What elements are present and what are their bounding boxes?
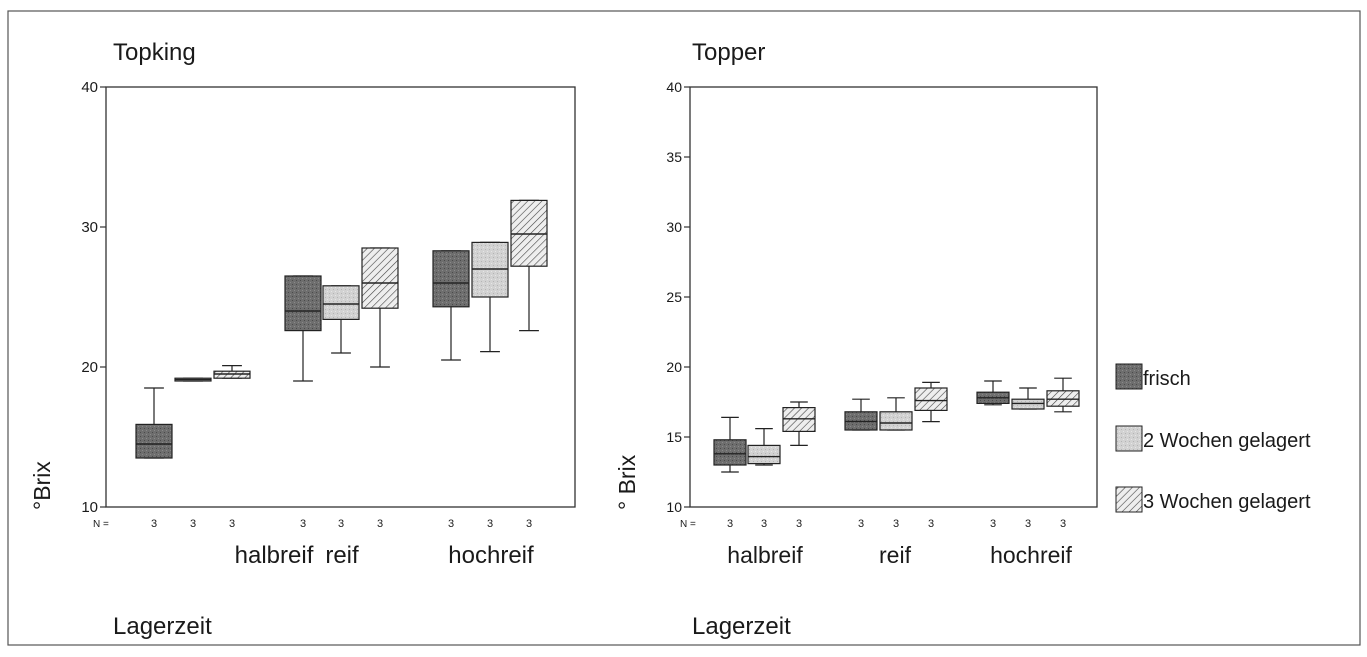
box-3-wochen <box>510 199 548 332</box>
box-3-wochen <box>213 365 251 379</box>
legend-label-frisch: frisch <box>1143 368 1191 390</box>
n-count-label: 3 <box>377 518 383 530</box>
box-iqr <box>213 370 251 379</box>
y-tick-label: 20 <box>666 359 682 375</box>
y-tick-label: 15 <box>666 429 682 445</box>
y-tick-label: 30 <box>666 219 682 235</box>
x-category-label: halbreif <box>727 542 803 568</box>
chart-title-topking: Topking <box>113 39 196 66</box>
n-count-label: 3 <box>1025 518 1031 530</box>
n-count-label: 3 <box>893 518 899 530</box>
y-axis-label-topking: °Brix <box>29 461 55 510</box>
x-category-label: reif <box>325 542 359 569</box>
box-frisch <box>135 387 173 459</box>
box-iqr <box>713 439 747 466</box>
x-category-label: halbreif <box>235 542 314 569</box>
y-tick-label: 20 <box>81 359 98 376</box>
box-3-wochen <box>782 401 816 446</box>
n-count-label: 3 <box>928 518 934 530</box>
x-category-label: hochreif <box>448 542 534 569</box>
legend-swatch-3-wochen <box>1115 486 1143 513</box>
n-label-topper: N = <box>680 519 696 530</box>
y-tick-label: 40 <box>666 79 682 95</box>
n-count-label: 3 <box>727 518 733 530</box>
n-count-label: 3 <box>526 518 532 530</box>
n-count-label: 3 <box>1060 518 1066 530</box>
y-tick-label: 35 <box>666 149 682 165</box>
n-count-label: 3 <box>761 518 767 530</box>
n-count-label: 3 <box>796 518 802 530</box>
box-iqr <box>322 285 360 320</box>
box-2-wochen <box>471 241 509 353</box>
box-2-wochen <box>322 285 360 354</box>
legend: frisch 2 Wochen gelagert 3 Wochen gelage… <box>1115 363 1311 513</box>
x-axis-label-topper: Lagerzeit <box>692 613 791 640</box>
box-iqr <box>135 423 173 459</box>
legend-label-2-wochen: 2 Wochen gelagert <box>1143 430 1311 452</box>
box-iqr <box>879 411 913 431</box>
legend-label-3-wochen: 3 Wochen gelagert <box>1143 491 1311 513</box>
box-3-wochen <box>914 381 948 423</box>
plot-area-frame <box>689 86 1098 508</box>
box-iqr <box>432 250 470 308</box>
box-2-wochen <box>174 377 212 382</box>
n-count-label: 3 <box>448 518 454 530</box>
box-2-wochen <box>747 428 781 466</box>
box-3-wochen <box>1046 377 1080 413</box>
n-label-topking: N = <box>93 519 109 530</box>
x-axis-label-topking: Lagerzeit <box>113 613 212 640</box>
y-tick-label: 10 <box>666 499 682 515</box>
box-frisch <box>844 398 878 431</box>
box-iqr <box>471 241 509 298</box>
plot-area-frame <box>105 86 576 508</box>
n-count-label: 3 <box>151 518 157 530</box>
box-iqr <box>361 247 399 309</box>
n-count-label: 3 <box>338 518 344 530</box>
box-frisch <box>713 416 747 473</box>
box-iqr <box>1011 398 1045 410</box>
box-iqr <box>747 444 781 465</box>
legend-swatch-2-wochen <box>1115 425 1143 452</box>
n-count-label: 3 <box>229 518 235 530</box>
box-iqr <box>510 199 548 267</box>
n-count-label: 3 <box>858 518 864 530</box>
y-tick-label: 10 <box>81 499 98 516</box>
box-iqr <box>284 275 322 332</box>
box-frisch <box>432 250 470 361</box>
legend-swatch-frisch <box>1115 363 1143 390</box>
chart-panel-topper: 10 15 20 25 30 35 40 halbreif 3 3 3 reif 3 3 3 hochreif… <box>666 79 1098 568</box>
figure-frame <box>7 10 1361 646</box>
n-count-label: 3 <box>300 518 306 530</box>
n-count-label: 3 <box>990 518 996 530</box>
box-2-wochen <box>1011 387 1045 410</box>
box-iqr <box>782 407 816 433</box>
x-category-label: hochreif <box>990 542 1072 568</box>
chart-title-topper: Topper <box>692 39 765 66</box>
y-tick-label: 25 <box>666 289 682 305</box>
x-category-label: reif <box>879 542 912 568</box>
box-frisch <box>976 380 1010 406</box>
box-iqr <box>914 387 948 411</box>
y-tick-label: 30 <box>81 219 98 236</box>
box-3-wochen <box>361 247 399 368</box>
box-frisch <box>284 275 322 382</box>
y-tick-label: 40 <box>81 79 98 96</box>
n-count-label: 3 <box>190 518 196 530</box>
box-2-wochen <box>879 397 913 431</box>
n-count-label: 3 <box>487 518 493 530</box>
y-axis-label-topper: ° Brix <box>614 454 640 510</box>
